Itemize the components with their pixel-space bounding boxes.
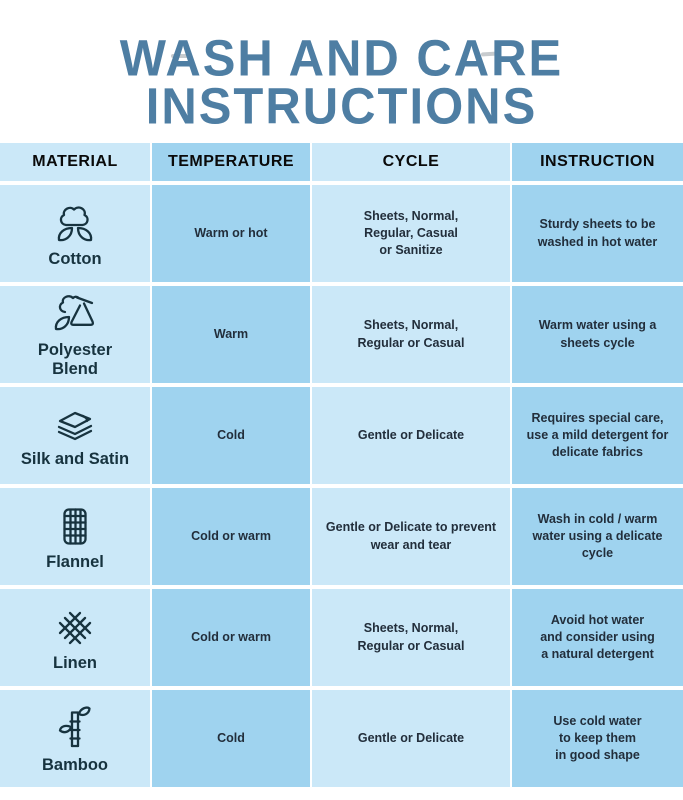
- material-cell-bamboo: Bamboo: [0, 690, 150, 788]
- flannel-icon: [51, 503, 99, 551]
- page-title-line2: INSTRUCTIONS: [145, 78, 538, 135]
- instruction-cell: Requires special care, use a mild deterg…: [512, 387, 683, 485]
- temperature-cell: Cold or warm: [152, 488, 310, 586]
- column-header-temperature: TEMPERATURE: [152, 143, 310, 182]
- cycle-cell: Gentle or Delicate: [312, 387, 510, 485]
- bamboo-icon: [51, 704, 99, 754]
- temperature-cell: Cold or warm: [152, 589, 310, 687]
- linen-icon: [51, 604, 99, 652]
- material-cell-flannel: Flannel: [0, 488, 150, 586]
- care-instructions-table: MATERIAL TEMPERATURE CYCLE INSTRUCTION C…: [0, 143, 683, 788]
- material-cell-cotton: Cotton: [0, 185, 150, 283]
- material-cell-linen: Linen: [0, 589, 150, 687]
- temperature-cell: Cold: [152, 387, 310, 485]
- material-cell-silk-satin: Silk and Satin: [0, 387, 150, 485]
- material-label: Flannel: [46, 552, 104, 571]
- cotton-icon: [51, 200, 99, 248]
- column-header-cycle: CYCLE: [312, 143, 510, 182]
- cycle-cell: Sheets, Normal, Regular or Casual: [312, 286, 510, 384]
- silk-satin-icon: [50, 404, 100, 448]
- temperature-cell: Warm: [152, 286, 310, 384]
- polyester-blend-icon: [51, 291, 99, 339]
- instruction-cell: Avoid hot water and consider using a nat…: [512, 589, 683, 687]
- temperature-cell: Cold: [152, 690, 310, 788]
- instruction-cell: Warm water using a sheets cycle: [512, 286, 683, 384]
- cycle-cell: Gentle or Delicate to prevent wear and t…: [312, 488, 510, 586]
- cycle-cell: Sheets, Normal, Regular or Casual: [312, 589, 510, 687]
- page-title: WASH AND CARE INSTRUCTIONS: [0, 30, 683, 135]
- top-artifact-dash: [171, 54, 188, 58]
- instruction-cell: Use cold water to keep them in good shap…: [512, 690, 683, 788]
- material-label: Cotton: [48, 249, 102, 268]
- column-header-material: MATERIAL: [0, 143, 150, 182]
- page-title-line1: WASH AND CARE: [119, 30, 564, 88]
- material-label: Linen: [53, 653, 97, 672]
- temperature-cell: Warm or hot: [152, 185, 310, 283]
- cycle-cell: Gentle or Delicate: [312, 690, 510, 788]
- material-label: Polyester Blend: [37, 341, 113, 378]
- column-header-instruction: INSTRUCTION: [512, 143, 683, 182]
- material-cell-polyester-blend: Polyester Blend: [0, 286, 150, 384]
- wash-care-infographic: WASH AND CARE INSTRUCTIONS MATERIAL TEMP…: [0, 30, 683, 788]
- material-label: Silk and Satin: [20, 449, 130, 468]
- material-label: Bamboo: [42, 755, 108, 774]
- cycle-cell: Sheets, Normal, Regular, Casual or Sanit…: [312, 185, 510, 283]
- instruction-cell: Sturdy sheets to be washed in hot water: [512, 185, 683, 283]
- instruction-cell: Wash in cold / warm water using a delica…: [512, 488, 683, 586]
